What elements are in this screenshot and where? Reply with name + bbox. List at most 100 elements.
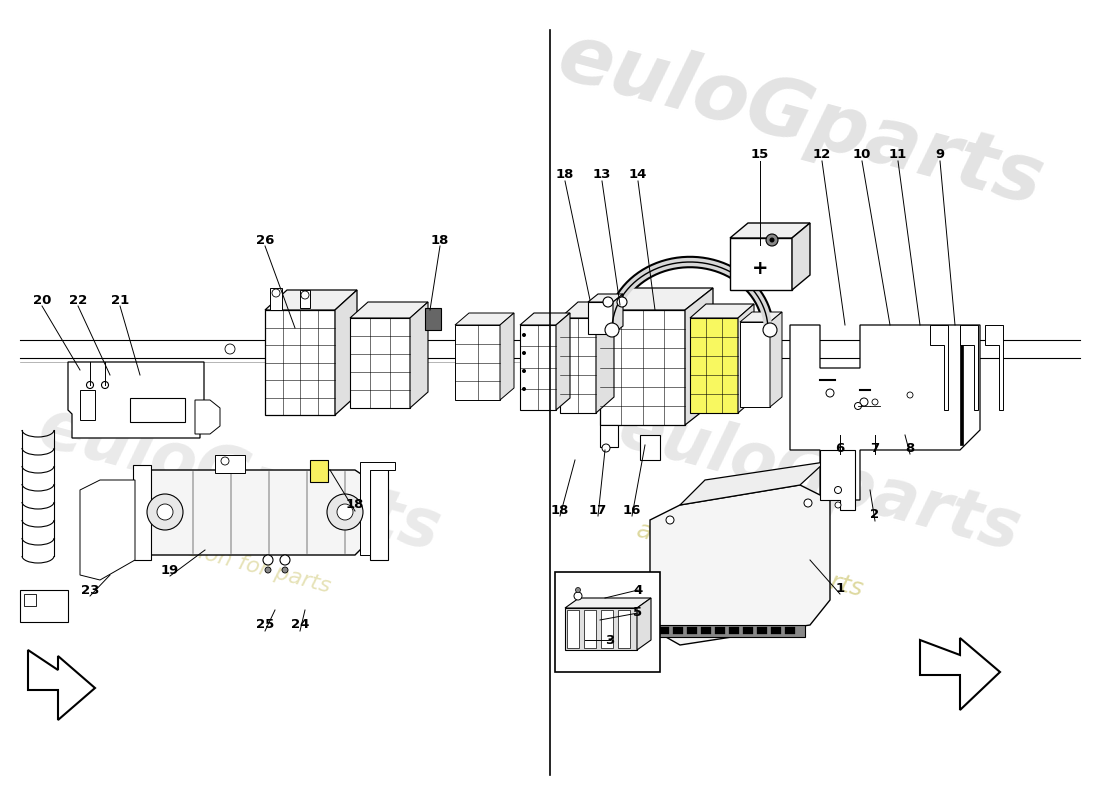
Circle shape — [101, 382, 109, 389]
Polygon shape — [920, 638, 1000, 710]
Bar — [659, 627, 669, 634]
Polygon shape — [565, 598, 651, 608]
Circle shape — [280, 555, 290, 565]
Polygon shape — [28, 650, 95, 720]
Polygon shape — [730, 223, 810, 238]
Polygon shape — [560, 302, 614, 318]
Polygon shape — [596, 302, 614, 413]
Text: 23: 23 — [80, 583, 99, 597]
Text: 8: 8 — [905, 442, 914, 454]
Text: 13: 13 — [593, 169, 612, 182]
Text: 18: 18 — [345, 498, 364, 511]
Bar — [270, 288, 282, 310]
Polygon shape — [80, 390, 95, 420]
Polygon shape — [790, 325, 980, 500]
Polygon shape — [613, 294, 623, 334]
Circle shape — [221, 457, 229, 465]
Text: 15: 15 — [751, 149, 769, 162]
Text: 2: 2 — [870, 509, 880, 522]
Bar — [771, 627, 781, 634]
Circle shape — [860, 398, 868, 406]
Bar — [960, 325, 962, 445]
Polygon shape — [820, 450, 855, 510]
Text: 6: 6 — [835, 442, 845, 454]
Text: 17: 17 — [588, 503, 607, 517]
Polygon shape — [80, 480, 135, 580]
Polygon shape — [265, 290, 358, 310]
Polygon shape — [350, 302, 428, 318]
Polygon shape — [588, 294, 623, 302]
Polygon shape — [792, 223, 810, 290]
Polygon shape — [565, 608, 637, 650]
Polygon shape — [740, 312, 782, 322]
Text: a passion for parts: a passion for parts — [635, 518, 866, 602]
Circle shape — [766, 234, 778, 246]
Polygon shape — [984, 325, 1003, 410]
Polygon shape — [600, 288, 713, 310]
Bar — [785, 627, 795, 634]
Polygon shape — [265, 310, 336, 415]
Bar — [425, 308, 441, 330]
Circle shape — [666, 516, 674, 524]
Polygon shape — [730, 238, 792, 290]
Polygon shape — [738, 304, 754, 413]
Text: 21: 21 — [111, 294, 129, 306]
Circle shape — [605, 323, 619, 337]
Polygon shape — [135, 470, 370, 555]
Polygon shape — [410, 302, 428, 408]
Polygon shape — [740, 322, 770, 407]
Circle shape — [337, 504, 353, 520]
Circle shape — [522, 369, 526, 373]
Bar — [654, 625, 805, 637]
Polygon shape — [680, 462, 825, 505]
Text: 9: 9 — [935, 149, 945, 162]
Text: 25: 25 — [256, 618, 274, 631]
Bar — [688, 627, 697, 634]
Polygon shape — [455, 313, 514, 325]
Polygon shape — [520, 325, 556, 410]
Text: euloGparts: euloGparts — [32, 394, 448, 566]
Text: 19: 19 — [161, 563, 179, 577]
Circle shape — [770, 238, 774, 242]
Bar — [300, 290, 310, 308]
Circle shape — [327, 494, 363, 530]
Text: euloGparts: euloGparts — [549, 18, 1052, 222]
Bar — [757, 627, 767, 634]
Circle shape — [87, 382, 94, 389]
Text: 5: 5 — [634, 606, 642, 619]
Circle shape — [855, 402, 861, 410]
Text: 10: 10 — [852, 149, 871, 162]
Circle shape — [835, 502, 842, 508]
Circle shape — [617, 297, 627, 307]
Text: +: + — [751, 258, 768, 278]
Polygon shape — [455, 325, 500, 400]
Text: 11: 11 — [889, 149, 908, 162]
Text: 18: 18 — [431, 234, 449, 246]
Circle shape — [522, 351, 526, 355]
Text: 16: 16 — [623, 503, 641, 517]
Circle shape — [147, 494, 183, 530]
Polygon shape — [560, 318, 596, 413]
Polygon shape — [960, 325, 978, 410]
Bar — [673, 627, 683, 634]
Text: 26: 26 — [256, 234, 274, 246]
Circle shape — [763, 323, 777, 337]
Polygon shape — [68, 362, 204, 438]
Bar — [566, 610, 579, 648]
Bar — [24, 594, 36, 606]
Bar — [133, 465, 151, 560]
Text: 4: 4 — [634, 583, 642, 597]
Text: 14: 14 — [629, 169, 647, 182]
Polygon shape — [690, 318, 738, 413]
Polygon shape — [500, 313, 514, 400]
Bar — [130, 398, 185, 422]
Text: euloGparts: euloGparts — [612, 394, 1028, 566]
Text: a passion for parts: a passion for parts — [128, 523, 333, 597]
Text: 24: 24 — [290, 618, 309, 631]
Bar — [20, 590, 68, 622]
Polygon shape — [600, 310, 685, 425]
Text: 20: 20 — [33, 294, 52, 306]
Circle shape — [835, 486, 842, 494]
Circle shape — [301, 291, 309, 299]
Circle shape — [282, 567, 288, 573]
